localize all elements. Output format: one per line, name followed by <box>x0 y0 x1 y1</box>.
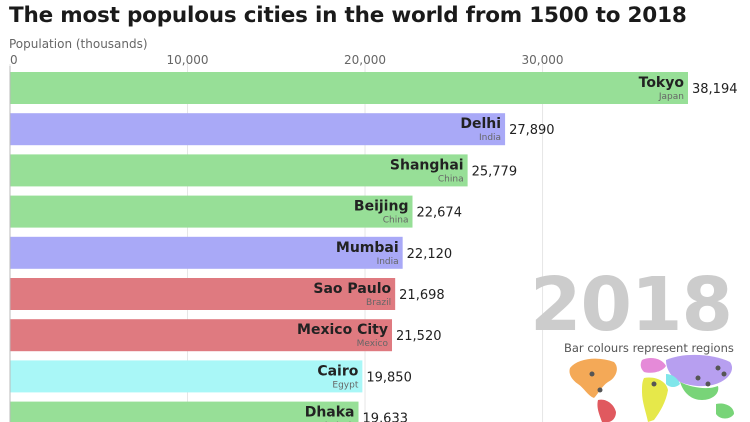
map-region-africa <box>642 377 668 422</box>
bar-city-label: Dhaka <box>305 405 355 421</box>
bar <box>10 195 413 228</box>
bar <box>10 319 393 352</box>
map-city-dot <box>651 381 657 387</box>
bar-country-label: China <box>438 174 464 184</box>
bar-city-label: Cairo <box>317 363 358 379</box>
map-region-north-america <box>569 358 617 398</box>
bar-value-label: 21,698 <box>399 288 445 303</box>
x-tick-label: 0 <box>10 53 18 67</box>
bar <box>10 154 468 187</box>
bar-country-label: Mexico <box>357 339 389 349</box>
bar-country-label: India <box>479 133 501 143</box>
bar-value-label: 25,779 <box>472 164 517 179</box>
bar-city-label: Sao Paulo <box>313 281 391 297</box>
x-tick-label: 30,000 <box>522 53 564 67</box>
x-tick-label: 20,000 <box>344 53 386 67</box>
world-map-icon <box>569 354 734 422</box>
bar-country-label: China <box>383 216 409 226</box>
bar-value-label: 19,850 <box>366 370 412 385</box>
year-indicator: 2018 <box>530 262 733 348</box>
map-city-dot <box>721 371 727 377</box>
bar-city-label: Beijing <box>354 199 409 215</box>
x-tick-label: 10,000 <box>167 53 209 67</box>
bar <box>10 113 506 146</box>
map-region-asia <box>666 354 733 387</box>
chart-title: The most populous cities in the world fr… <box>9 3 687 28</box>
bar-value-label: 19,633 <box>363 412 409 422</box>
bar-city-label: Delhi <box>460 116 501 132</box>
bar <box>10 360 363 393</box>
bar-value-label: 22,674 <box>416 206 462 221</box>
bar-city-label: Tokyo <box>639 75 685 91</box>
bar-city-label: Shanghai <box>390 157 464 173</box>
bar <box>10 401 359 422</box>
bar-value-label: 27,890 <box>509 123 555 138</box>
map-region-oceania <box>716 403 734 419</box>
bar <box>10 236 403 269</box>
bar-city-label: Mumbai <box>336 240 399 256</box>
bar-value-label: 21,520 <box>396 329 442 344</box>
map-city-dot <box>715 365 721 371</box>
bar-city-label: Mexico City <box>297 322 388 338</box>
bar <box>10 72 688 104</box>
map-city-dot <box>589 371 595 377</box>
bar-country-label: Japan <box>658 92 684 102</box>
x-axis-label: Population (thousands) <box>9 37 148 51</box>
legend-title: Bar colours represent regions <box>564 341 734 355</box>
map-region-europe <box>640 358 666 373</box>
bar-value-label: 38,194 <box>692 82 738 97</box>
region-legend: Bar colours represent regions <box>558 338 750 422</box>
map-city-dot <box>695 375 701 381</box>
map-region-middle-east <box>666 374 680 387</box>
map-city-dot <box>705 381 711 387</box>
bar-country-label: Brazil <box>366 298 391 308</box>
bar-country-label: Egypt <box>332 380 358 390</box>
map-city-dot <box>597 387 603 393</box>
map-region-south-america <box>597 399 616 422</box>
map-region-east-asia <box>680 382 719 400</box>
bar-value-label: 22,120 <box>407 247 453 262</box>
bar-country-label: India <box>377 257 399 267</box>
bar <box>10 278 396 310</box>
